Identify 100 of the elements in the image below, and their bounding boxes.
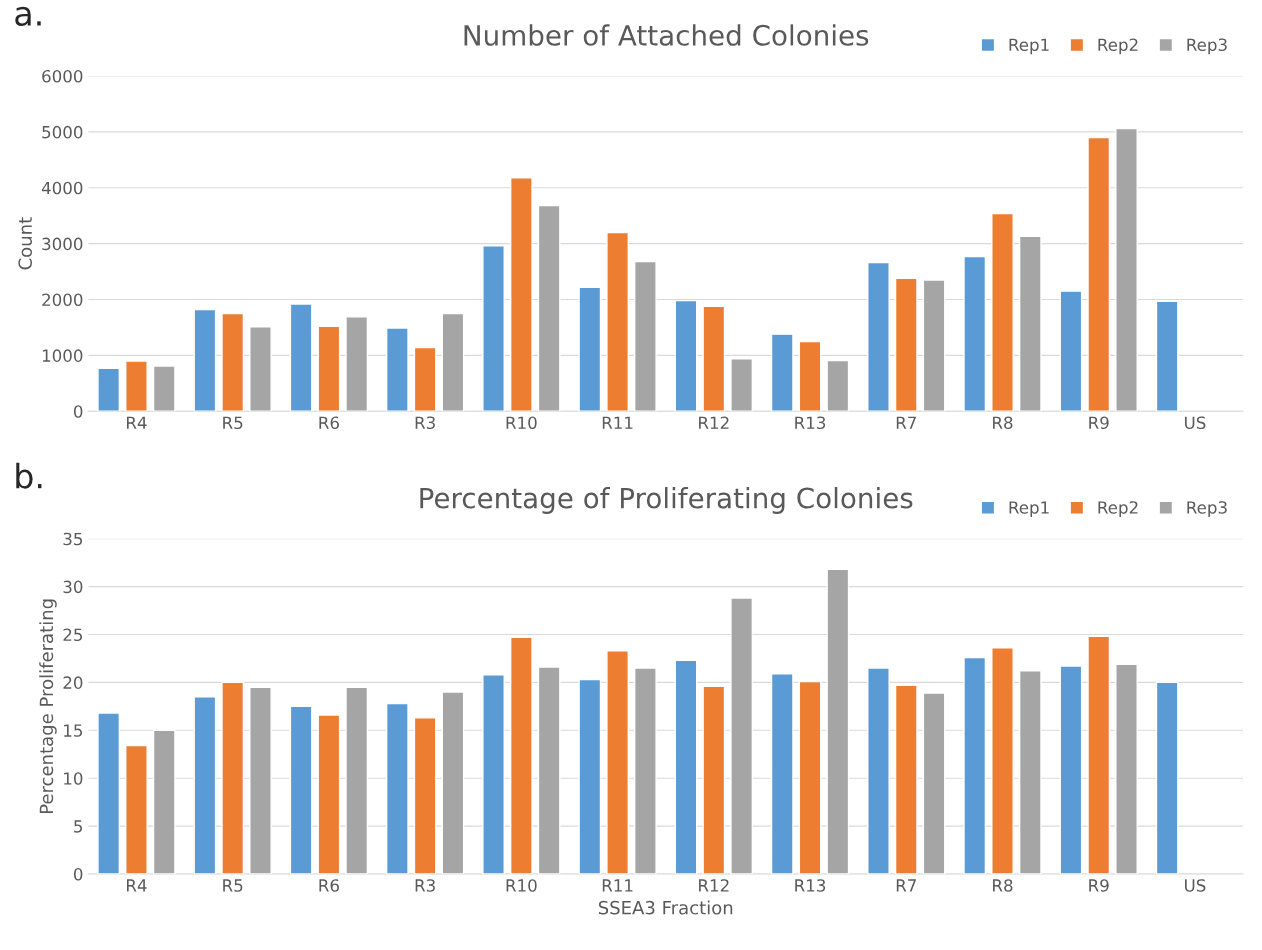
bar xyxy=(249,686,272,874)
x-tick-label: R3 xyxy=(415,879,435,892)
bar xyxy=(413,346,437,412)
bar xyxy=(991,647,1014,874)
x-tick-label: R5 xyxy=(223,879,243,892)
bar xyxy=(798,340,822,412)
chart-title: Percentage of Proliferating Colonies xyxy=(420,487,913,514)
bar xyxy=(97,367,121,412)
bar xyxy=(1155,300,1179,412)
bar xyxy=(385,702,409,874)
legend-label: Rep3 xyxy=(1187,501,1227,517)
chart-title: Number of Attached Colonies xyxy=(464,24,869,46)
x-tick-label: R12 xyxy=(699,416,729,429)
bar xyxy=(1087,136,1111,412)
bar xyxy=(730,358,754,412)
bar xyxy=(249,326,272,412)
bar xyxy=(152,365,176,412)
x-tick-label: US xyxy=(1185,416,1206,430)
y-tick-label: 5 xyxy=(74,820,83,833)
bar xyxy=(221,681,245,874)
bar xyxy=(482,674,505,874)
bar xyxy=(702,685,726,874)
bar xyxy=(1059,290,1083,412)
bar xyxy=(537,666,561,874)
bar xyxy=(770,333,794,412)
y-tick-label: 1000 xyxy=(42,349,83,362)
bar xyxy=(1115,127,1138,412)
bar xyxy=(826,568,850,874)
text: a. xyxy=(15,6,41,26)
bar xyxy=(125,360,148,412)
x-tick-label: R9 xyxy=(1089,879,1109,892)
bar xyxy=(730,597,754,874)
x-tick-label: R11 xyxy=(602,416,633,429)
y-tick-label: 30 xyxy=(63,580,83,594)
bar xyxy=(1018,235,1042,412)
bar xyxy=(289,303,313,412)
y-axis-title: Percentage Proliferating xyxy=(39,599,57,814)
bar xyxy=(317,325,341,412)
x-tick-label: R8 xyxy=(993,879,1013,892)
bar xyxy=(345,316,369,412)
bar xyxy=(702,305,726,412)
legend-label: Rep1 xyxy=(1009,501,1049,517)
y-tick-label: 0 xyxy=(73,867,83,881)
y-tick-label: 15 xyxy=(64,724,83,737)
x-tick-label: R13 xyxy=(795,416,826,430)
bar xyxy=(385,327,409,412)
bar xyxy=(963,255,987,412)
x-tick-label: R12 xyxy=(699,879,729,892)
bar xyxy=(634,667,657,874)
y-tick-label: 5000 xyxy=(42,125,83,139)
bar xyxy=(826,359,850,412)
bar xyxy=(317,714,341,874)
bar xyxy=(482,245,505,412)
bar xyxy=(1059,665,1083,874)
x-axis-title: SSEA3 Fraction xyxy=(598,900,733,915)
y-tick-label: 3000 xyxy=(42,237,83,251)
y-axis-title: Count xyxy=(18,217,33,270)
bar xyxy=(441,691,465,874)
y-tick-label: 25 xyxy=(63,628,83,642)
bar xyxy=(289,705,313,874)
bar xyxy=(606,650,629,874)
x-tick-label: R6 xyxy=(319,879,339,892)
bar xyxy=(441,312,465,412)
x-tick-label: R4 xyxy=(127,416,147,429)
bar xyxy=(152,729,176,874)
x-tick-label: R6 xyxy=(319,416,339,430)
bar xyxy=(509,636,533,874)
bar xyxy=(1115,663,1138,874)
bar xyxy=(798,680,822,874)
bar xyxy=(922,692,946,874)
bar xyxy=(991,212,1014,412)
y-tick-label: 35 xyxy=(63,532,83,546)
bar xyxy=(1155,681,1179,874)
bar xyxy=(1087,635,1111,874)
bar xyxy=(578,678,602,874)
bar xyxy=(674,659,698,874)
bar xyxy=(345,686,369,874)
bar xyxy=(193,696,217,874)
bar xyxy=(922,279,946,412)
bar xyxy=(606,231,629,412)
bar xyxy=(413,717,437,874)
bar xyxy=(963,656,987,874)
x-tick-label: R4 xyxy=(127,879,147,892)
bar xyxy=(867,261,890,412)
y-tick-label: 0 xyxy=(73,405,83,418)
bar xyxy=(894,277,918,412)
bar xyxy=(770,673,794,874)
bar xyxy=(1018,670,1042,874)
bar xyxy=(634,260,657,412)
bar xyxy=(867,667,890,874)
x-tick-label: R11 xyxy=(602,879,633,892)
legend-label: Rep2 xyxy=(1098,501,1138,517)
x-tick-label: R8 xyxy=(993,416,1013,430)
text: b. xyxy=(16,462,42,489)
y-tick-label: 4000 xyxy=(41,181,83,195)
x-tick-label: R10 xyxy=(506,416,537,430)
legend-label: Rep1 xyxy=(1009,38,1049,55)
bar xyxy=(509,177,533,412)
y-tick-label: 6000 xyxy=(42,69,83,83)
bar xyxy=(97,712,121,874)
